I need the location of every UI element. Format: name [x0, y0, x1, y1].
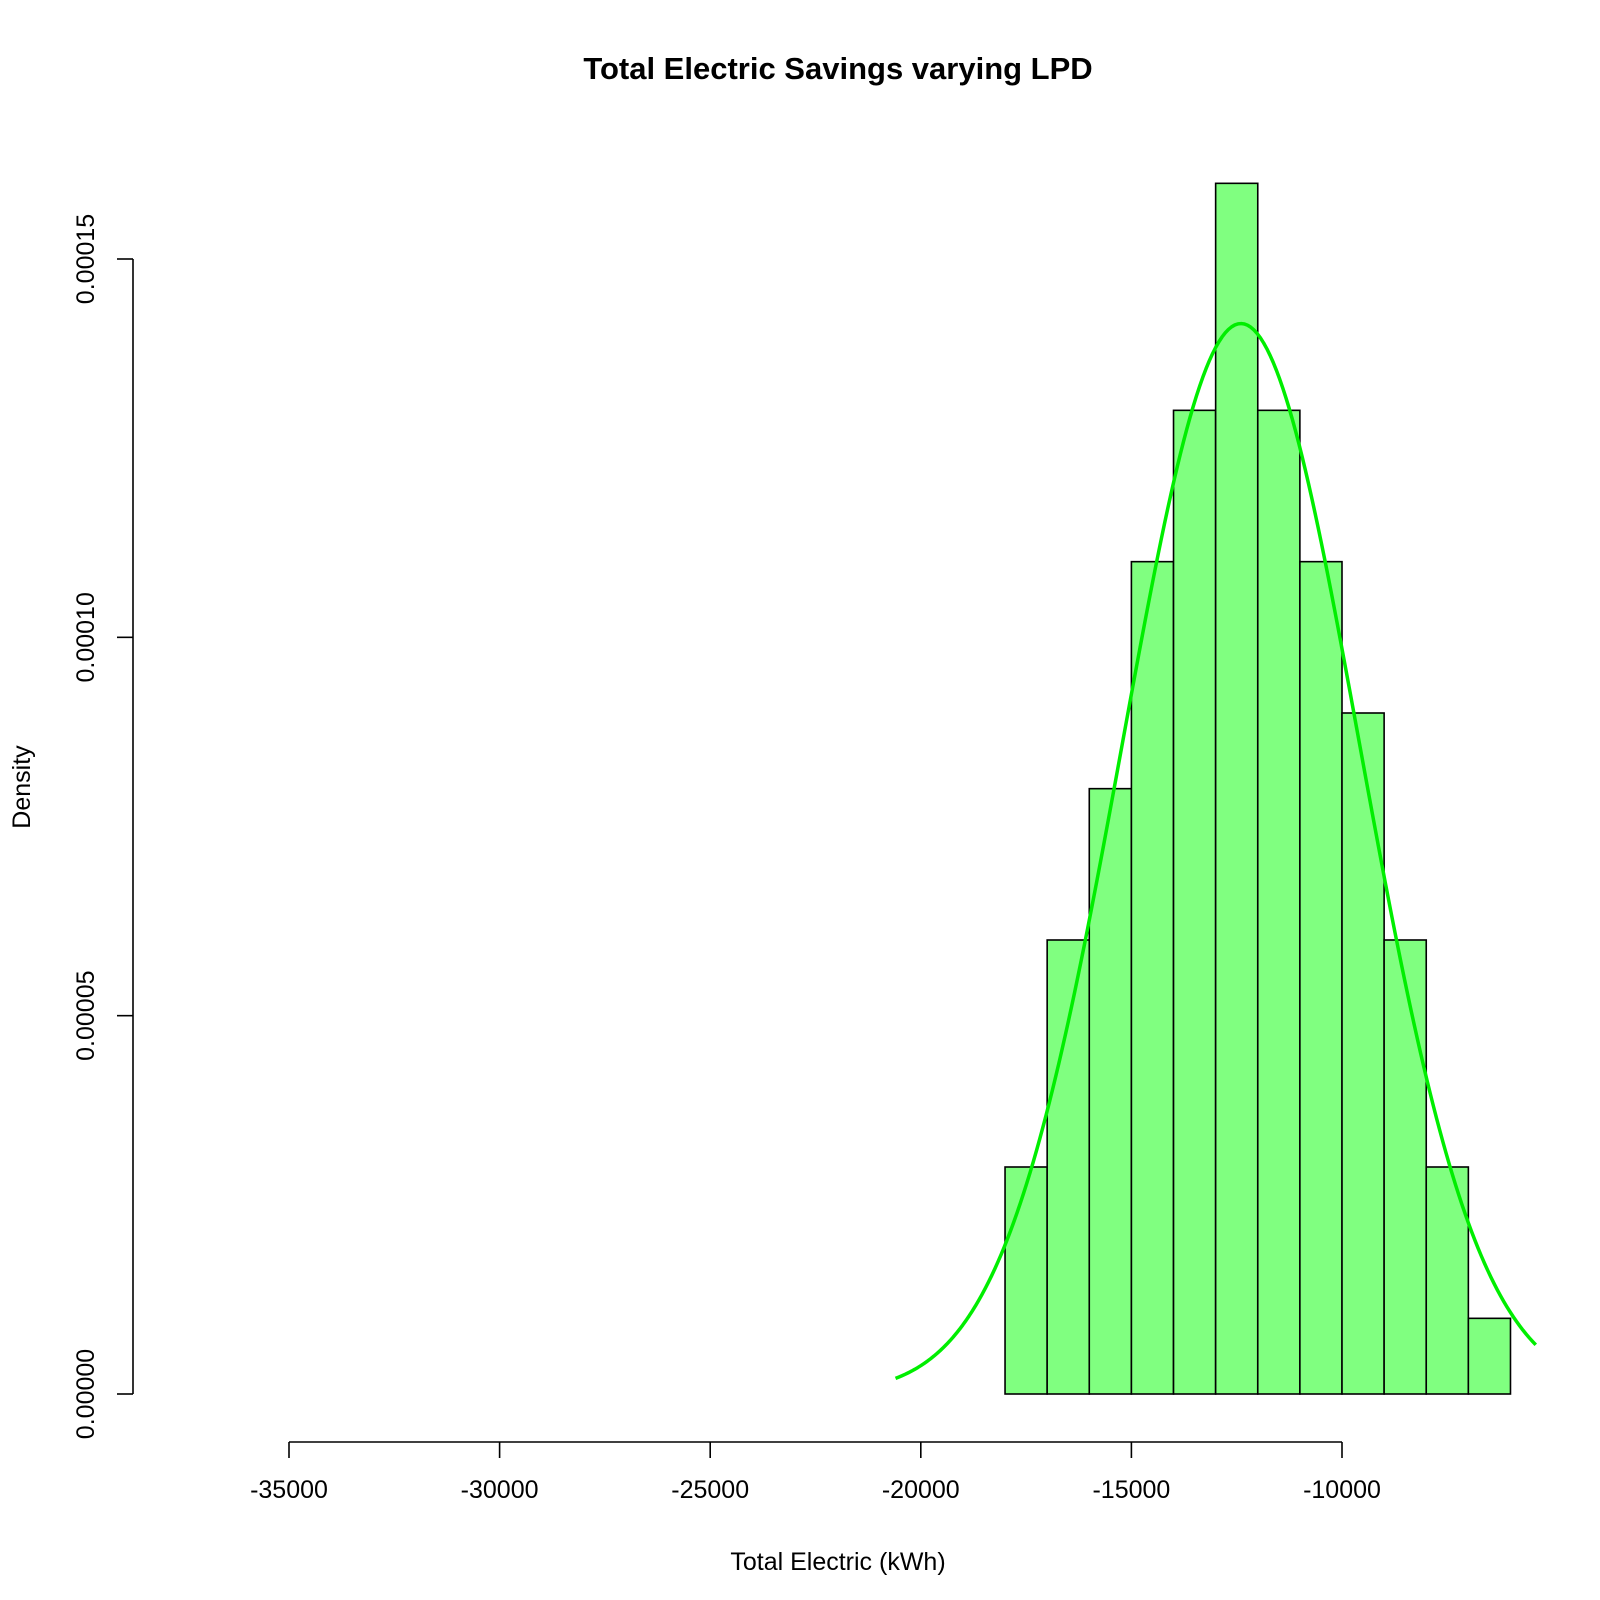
histogram-bar-4 [1172, 409, 1217, 1395]
y-axis-label: Density [8, 745, 36, 829]
histogram-bar-5 [1214, 182, 1259, 1395]
x-tick-label-4: -15000 [1092, 1476, 1170, 1504]
x-axis: -35000 -30000 -25000 -20000 -15000 -10000 [250, 1441, 1381, 1504]
y-tick-label-3: 0.00015 [72, 214, 100, 304]
x-tick-label-1: -30000 [461, 1476, 539, 1504]
y-tick-label-1: 0.00005 [72, 970, 100, 1060]
y-tick-label-2: 0.00010 [72, 592, 100, 682]
chart-title: Total Electric Savings varying LPD [583, 51, 1092, 86]
histogram-bar-11 [1467, 1317, 1512, 1395]
y-axis: 0.00000 0.00005 0.00010 0.00015 [72, 214, 134, 1439]
histogram-bar-1 [1046, 939, 1091, 1395]
histogram-bar-3 [1130, 560, 1175, 1395]
plot-area [894, 182, 1538, 1395]
x-tick-label-5: -10000 [1303, 1476, 1381, 1504]
y-tick-label-0: 0.00000 [72, 1349, 100, 1439]
histogram-bar-6 [1256, 409, 1301, 1395]
histogram-bar-8 [1341, 712, 1385, 1395]
x-tick-label-3: -20000 [882, 1476, 960, 1504]
y-axis-ticks: 0.00000 0.00005 0.00010 0.00015 [72, 214, 133, 1439]
histogram-bars [1004, 182, 1512, 1395]
x-axis-label: Total Electric (kWh) [730, 1548, 945, 1576]
x-axis-ticks: -35000 -30000 -25000 -20000 -15000 -10000 [250, 1442, 1381, 1504]
density-curve [894, 321, 1538, 1381]
histogram-bar-7 [1299, 560, 1343, 1395]
histogram-bar-9 [1383, 939, 1428, 1395]
x-tick-label-2: -25000 [671, 1476, 749, 1504]
x-tick-label-0: -35000 [250, 1476, 328, 1504]
histogram-bar-0 [1004, 1166, 1048, 1395]
